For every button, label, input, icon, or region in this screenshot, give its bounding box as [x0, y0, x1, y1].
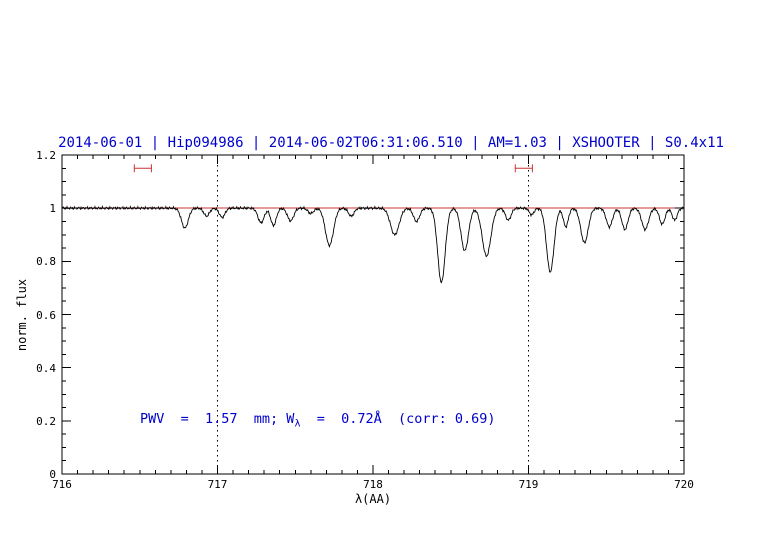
- y-tick-label: 1.2: [36, 149, 56, 162]
- spectrum-line: [61, 205, 685, 284]
- x-tick-label: 719: [518, 478, 539, 491]
- y-tick-label: 0: [49, 468, 56, 481]
- pwv-annotation: PWV = 1.57 mm; Wλ = 0.72Å (corr: 0.69): [140, 411, 496, 430]
- pwv-annotation-sub: λ: [294, 418, 301, 430]
- y-tick-label: 1: [49, 202, 56, 216]
- y-tick-label: 0.8: [36, 255, 56, 269]
- x-tick-label: 716: [52, 478, 72, 491]
- y-tick-label: 0.6: [36, 308, 56, 322]
- plot-title: 2014-06-01 | Hip094986 | 2014-06-02T06:3…: [58, 135, 724, 151]
- x-axis-label: λ(AA): [354, 492, 392, 506]
- pwv-annotation-pre: PWV = 1.57 mm; W: [140, 411, 295, 427]
- pwv-annotation-post: = 0.72Å (corr: 0.69): [300, 411, 496, 427]
- x-tick-label: 720: [674, 478, 694, 491]
- y-tick-label: 0.2: [36, 414, 56, 428]
- x-tick-label: 717: [207, 478, 228, 491]
- y-tick-label: 0.4: [36, 361, 56, 375]
- x-tick-label: 718: [363, 478, 383, 491]
